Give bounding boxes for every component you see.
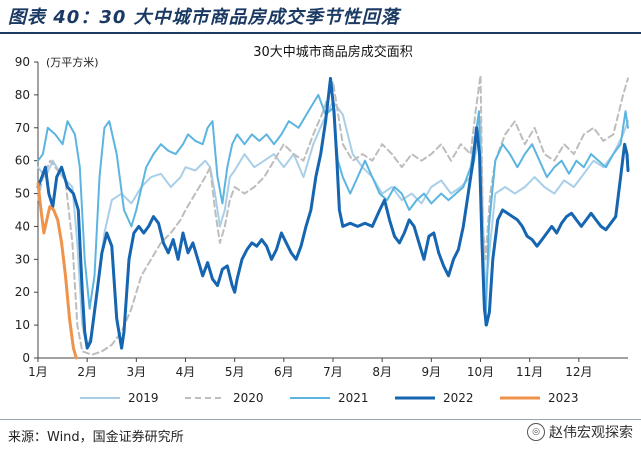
chart-title: 30大中城市商品房成交面积 (253, 44, 413, 60)
y-tick-label: 30 (15, 252, 30, 266)
series-line-2021 (37, 93, 629, 327)
y-tick-label: 0 (22, 351, 30, 365)
chart-axes: 0 10 20 30 40 50 60 70 80 90 1月 2月 3月 4月 5月 6月 7月 8月 9月 10月… (15, 55, 628, 379)
series-line-2022 (36, 76, 630, 350)
x-tick-label: 10月 (467, 365, 494, 379)
x-tick-label: 3月 (127, 365, 147, 379)
x-tick-label: 1月 (28, 365, 48, 379)
x-tick-label: 5月 (225, 365, 245, 379)
series-line-2019 (37, 100, 629, 350)
chart-legend: 2019 2020 2021 2022 2023 (80, 391, 579, 405)
y-tick-label: 50 (15, 187, 30, 201)
title-rule (0, 32, 641, 34)
x-tick-label: 9月 (422, 365, 442, 379)
x-tick-label: 12月 (565, 365, 592, 379)
watermark-text: 赵伟宏观探索 (549, 425, 633, 441)
wechat-icon: ◎ (527, 423, 545, 441)
legend-label-2019: 2019 (128, 391, 159, 405)
y-tick-label: 40 (15, 219, 30, 233)
figure-title: 图表 40：30 大中城市商品房成交季节性回落 (8, 7, 400, 28)
y-tick-label: 20 (15, 285, 30, 299)
legend-label-2022: 2022 (443, 391, 474, 405)
y-tick-label: 90 (15, 55, 30, 69)
series-line-2023 (36, 182, 78, 360)
legend-label-2023: 2023 (548, 391, 579, 405)
y-tick-label: 60 (15, 154, 30, 168)
x-tick-label: 8月 (372, 365, 392, 379)
series-line-2020 (37, 74, 629, 356)
x-tick-label: 11月 (516, 365, 543, 379)
y-tick-label: 10 (15, 318, 30, 332)
chart-series-lines (36, 74, 630, 360)
legend-label-2021: 2021 (338, 391, 369, 405)
y-tick-label: 70 (15, 121, 30, 135)
watermark: ◎ 赵伟宏观探索 (527, 422, 633, 442)
x-tick-label: 2月 (77, 365, 97, 379)
source-note: 来源：Wind，国金证券研究所 (8, 430, 184, 445)
x-tick-label: 4月 (176, 365, 196, 379)
x-tick-label: 6月 (274, 365, 294, 379)
legend-label-2020: 2020 (233, 391, 264, 405)
y-axis-unit-label: (万平方米) (46, 55, 99, 69)
x-tick-label: 7月 (323, 365, 343, 379)
y-tick-label: 80 (15, 88, 30, 102)
footer-rule (0, 419, 641, 420)
